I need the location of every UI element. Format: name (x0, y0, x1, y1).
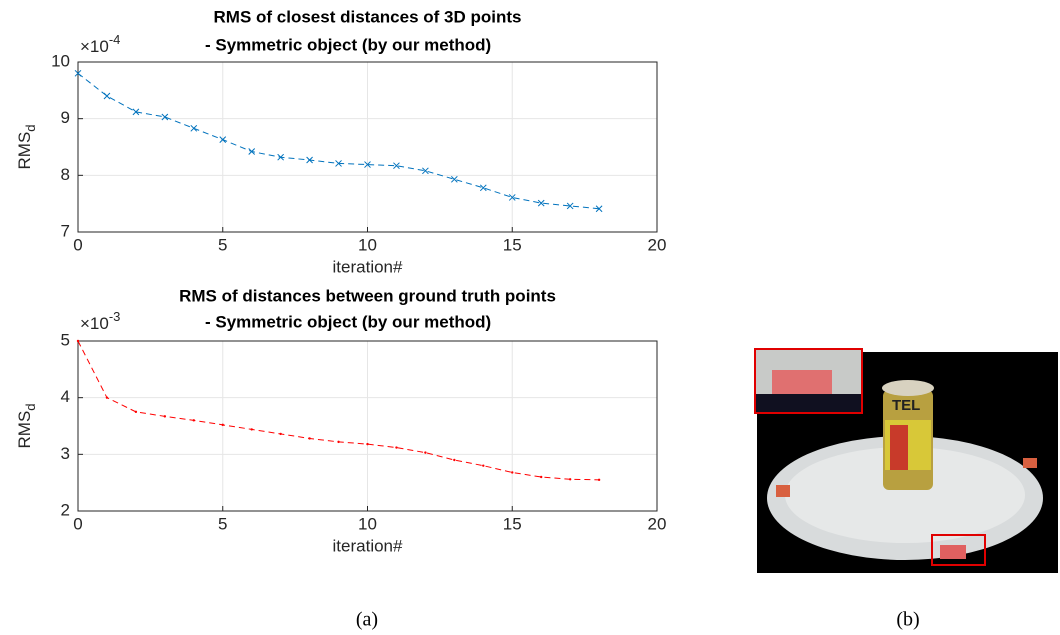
x-tick-label: 5 (218, 514, 227, 533)
marker (250, 428, 253, 431)
marker (76, 339, 80, 343)
marker (190, 124, 198, 132)
svg-text:TEL: TEL (892, 397, 920, 414)
y-axis-label: RMSd (15, 124, 38, 169)
marker (393, 162, 400, 170)
multiplier-exponent: -3 (109, 309, 121, 324)
y-label-subscript: d (23, 124, 38, 131)
marker (453, 458, 456, 462)
marker (132, 108, 140, 116)
marker (337, 440, 340, 444)
title: RMS of closest distances of 3D points (214, 7, 522, 26)
marker (279, 432, 282, 436)
title: - Symmetric object (by our method) (205, 35, 491, 54)
marker (308, 437, 311, 440)
y-tick-label: 5 (61, 330, 70, 349)
y-label-text: RMS (15, 411, 34, 449)
axes-box (77, 61, 658, 233)
marker (105, 396, 109, 399)
marker (566, 202, 574, 210)
marker (219, 136, 227, 143)
marker (248, 148, 256, 155)
marker (395, 446, 398, 449)
y-label-subscript: d (23, 403, 38, 410)
marker (163, 415, 167, 418)
x-tick-label: 10 (358, 235, 377, 254)
y-tick-label: 7 (61, 221, 70, 240)
photo: TEL (754, 348, 1058, 573)
marker (424, 451, 427, 454)
marker (568, 478, 572, 481)
marker (511, 471, 514, 474)
marker (364, 161, 371, 168)
y-axis-label: RMSd (15, 403, 38, 448)
y-tick-label: 3 (61, 444, 70, 463)
marker (221, 423, 224, 427)
title: - Symmetric object (by our method) (205, 312, 491, 331)
marker (366, 442, 369, 446)
x-tick-label: 0 (73, 514, 82, 533)
marker (479, 184, 487, 192)
multiplier-base: ×10 (80, 314, 109, 333)
x-tick-label: 20 (648, 514, 667, 533)
marker (134, 410, 138, 414)
marker (335, 160, 342, 167)
marker (277, 153, 285, 161)
caption: (a) (356, 609, 378, 631)
axes-box (77, 340, 658, 512)
marker (422, 167, 429, 175)
marker (450, 175, 458, 183)
x-tick-label: 15 (503, 514, 522, 533)
marker (508, 194, 516, 201)
x-axis-label: iteration# (333, 257, 403, 276)
y-tick-label: 9 (61, 108, 70, 127)
marker (595, 205, 603, 213)
marker (161, 113, 169, 121)
x-tick-label: 15 (503, 235, 522, 254)
marker (597, 478, 601, 482)
marker (306, 156, 313, 164)
marker (103, 92, 111, 100)
x-axis-label: iteration# (333, 536, 403, 555)
multiplier-base: ×10 (80, 37, 109, 56)
y-tick-label: 2 (61, 500, 70, 519)
y-multiplier: ×10-4 (80, 32, 120, 56)
caption: (b) (896, 609, 919, 631)
x-tick-label: 5 (218, 235, 227, 254)
y-tick-label: 10 (51, 51, 70, 70)
y-multiplier: ×10-3 (80, 309, 120, 333)
marker (540, 475, 543, 479)
multiplier-exponent: -4 (109, 32, 121, 47)
marker (74, 69, 82, 77)
y-tick-label: 8 (61, 165, 70, 184)
x-tick-label: 20 (648, 235, 667, 254)
x-tick-label: 0 (73, 235, 82, 254)
title: RMS of distances between ground truth po… (179, 286, 556, 305)
x-tick-label: 10 (358, 514, 377, 533)
y-label-text: RMS (15, 132, 34, 170)
marker (192, 419, 195, 422)
marker (537, 199, 545, 207)
y-tick-label: 4 (61, 387, 70, 406)
marker (482, 464, 485, 467)
